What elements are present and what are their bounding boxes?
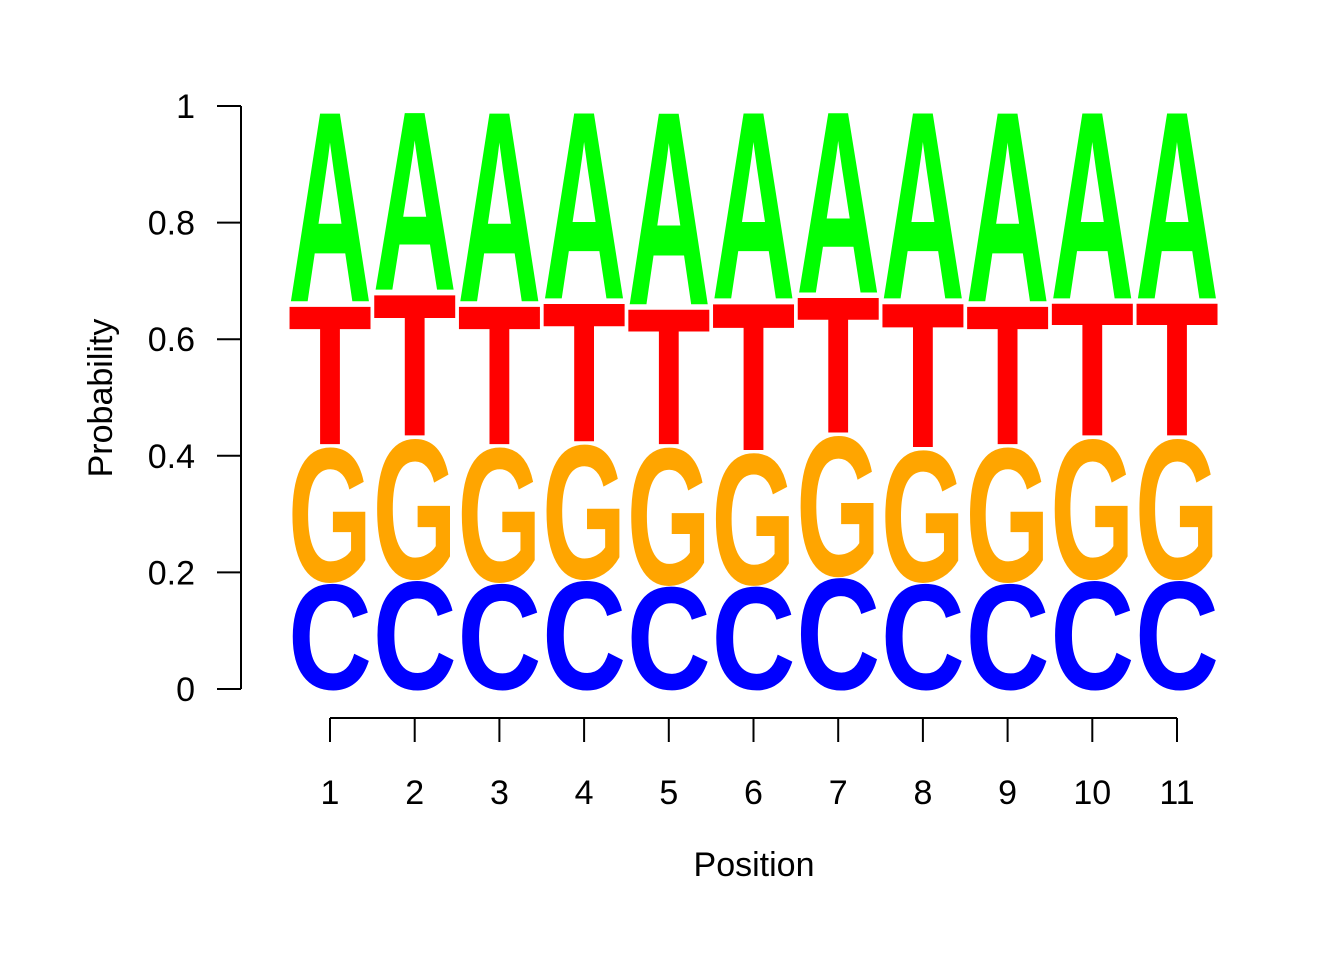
logo-letter-g: G <box>373 398 457 621</box>
logo-letter-c: C <box>1135 550 1219 723</box>
x-tick-label: 6 <box>744 774 763 812</box>
logo-letter-g: G <box>627 408 711 626</box>
x-tick-label: 1 <box>321 774 340 812</box>
logo-letter-a: A <box>373 59 457 345</box>
logo-letter-t: T <box>627 267 711 486</box>
logo-letter-t: T <box>373 251 457 478</box>
logo-letter-c: C <box>881 552 965 721</box>
x-tick-label: 7 <box>829 774 848 812</box>
logo-letter-c: C <box>712 557 796 721</box>
logo-letter-t: T <box>966 265 1050 487</box>
x-tick-label: 3 <box>490 774 509 812</box>
logo-letter-a: A <box>966 55 1050 359</box>
logo-letter-t: T <box>1135 263 1219 477</box>
logo-letter-a: A <box>796 56 880 348</box>
logo-letter-c: C <box>288 552 372 721</box>
x-tick-label: 9 <box>998 774 1017 812</box>
logo-letter-g: G <box>542 405 626 619</box>
x-axis-label: Position <box>694 846 815 884</box>
axes: 00.20.40.60.811 2 3 4 5 6 7 8 9 10 11 <box>148 88 1195 812</box>
logo-stacks: CGTACGTACGTACGTACGTACGTACGTACGTACGTACGTA… <box>288 54 1219 723</box>
y-axis-label: Probability <box>82 319 120 478</box>
x-tick-label: 4 <box>575 774 594 812</box>
logo-letter-c: C <box>796 546 880 723</box>
logo-letter-g: G <box>1050 398 1134 621</box>
logo-letter-g: G <box>288 407 372 621</box>
logo-letter-g: G <box>457 407 541 621</box>
logo-letter-a: A <box>457 55 541 359</box>
x-tick-label: 11 <box>1159 774 1194 812</box>
logo-letter-c: C <box>627 557 711 721</box>
logo-letter-t: T <box>542 262 626 484</box>
logo-letter-g: G <box>712 416 796 624</box>
logo-letter-c: C <box>1050 550 1134 723</box>
x-tick-label: 2 <box>405 774 424 812</box>
logo-letter-g: G <box>966 407 1050 621</box>
logo-letter-c: C <box>373 550 457 723</box>
logo-letter-t: T <box>796 256 880 475</box>
y-tick-label: 0.6 <box>148 321 195 359</box>
logo-letter-a: A <box>1135 56 1219 356</box>
logo-letter-a: A <box>881 56 965 356</box>
y-tick-label: 0.2 <box>148 554 195 592</box>
y-tick-label: 0 <box>176 671 195 709</box>
y-tick-label: 0.8 <box>148 205 195 243</box>
logo-letter-g: G <box>796 395 880 618</box>
logo-letter-g: G <box>881 413 965 621</box>
logo-letter-a: A <box>627 54 711 363</box>
logo-letter-t: T <box>457 265 541 487</box>
logo-letter-c: C <box>457 552 541 721</box>
logo-letter-t: T <box>712 258 796 495</box>
x-tick-label: 10 <box>1073 774 1111 812</box>
logo-letter-t: T <box>288 265 372 487</box>
x-tick-label: 5 <box>659 774 678 812</box>
logo-letter-a: A <box>542 56 626 356</box>
logo-letter-c: C <box>966 552 1050 721</box>
x-tick-label: 8 <box>913 774 932 812</box>
logo-letter-t: T <box>1050 263 1134 477</box>
logo-letter-g: G <box>1135 398 1219 621</box>
logo-letter-a: A <box>288 55 372 359</box>
logo-letter-a: A <box>1050 56 1134 356</box>
logo-letter-t: T <box>881 261 965 492</box>
logo-letter-c: C <box>542 550 626 723</box>
logo-letter-a: A <box>712 56 796 356</box>
y-tick-label: 0.4 <box>148 438 195 476</box>
y-tick-label: 1 <box>176 88 195 126</box>
